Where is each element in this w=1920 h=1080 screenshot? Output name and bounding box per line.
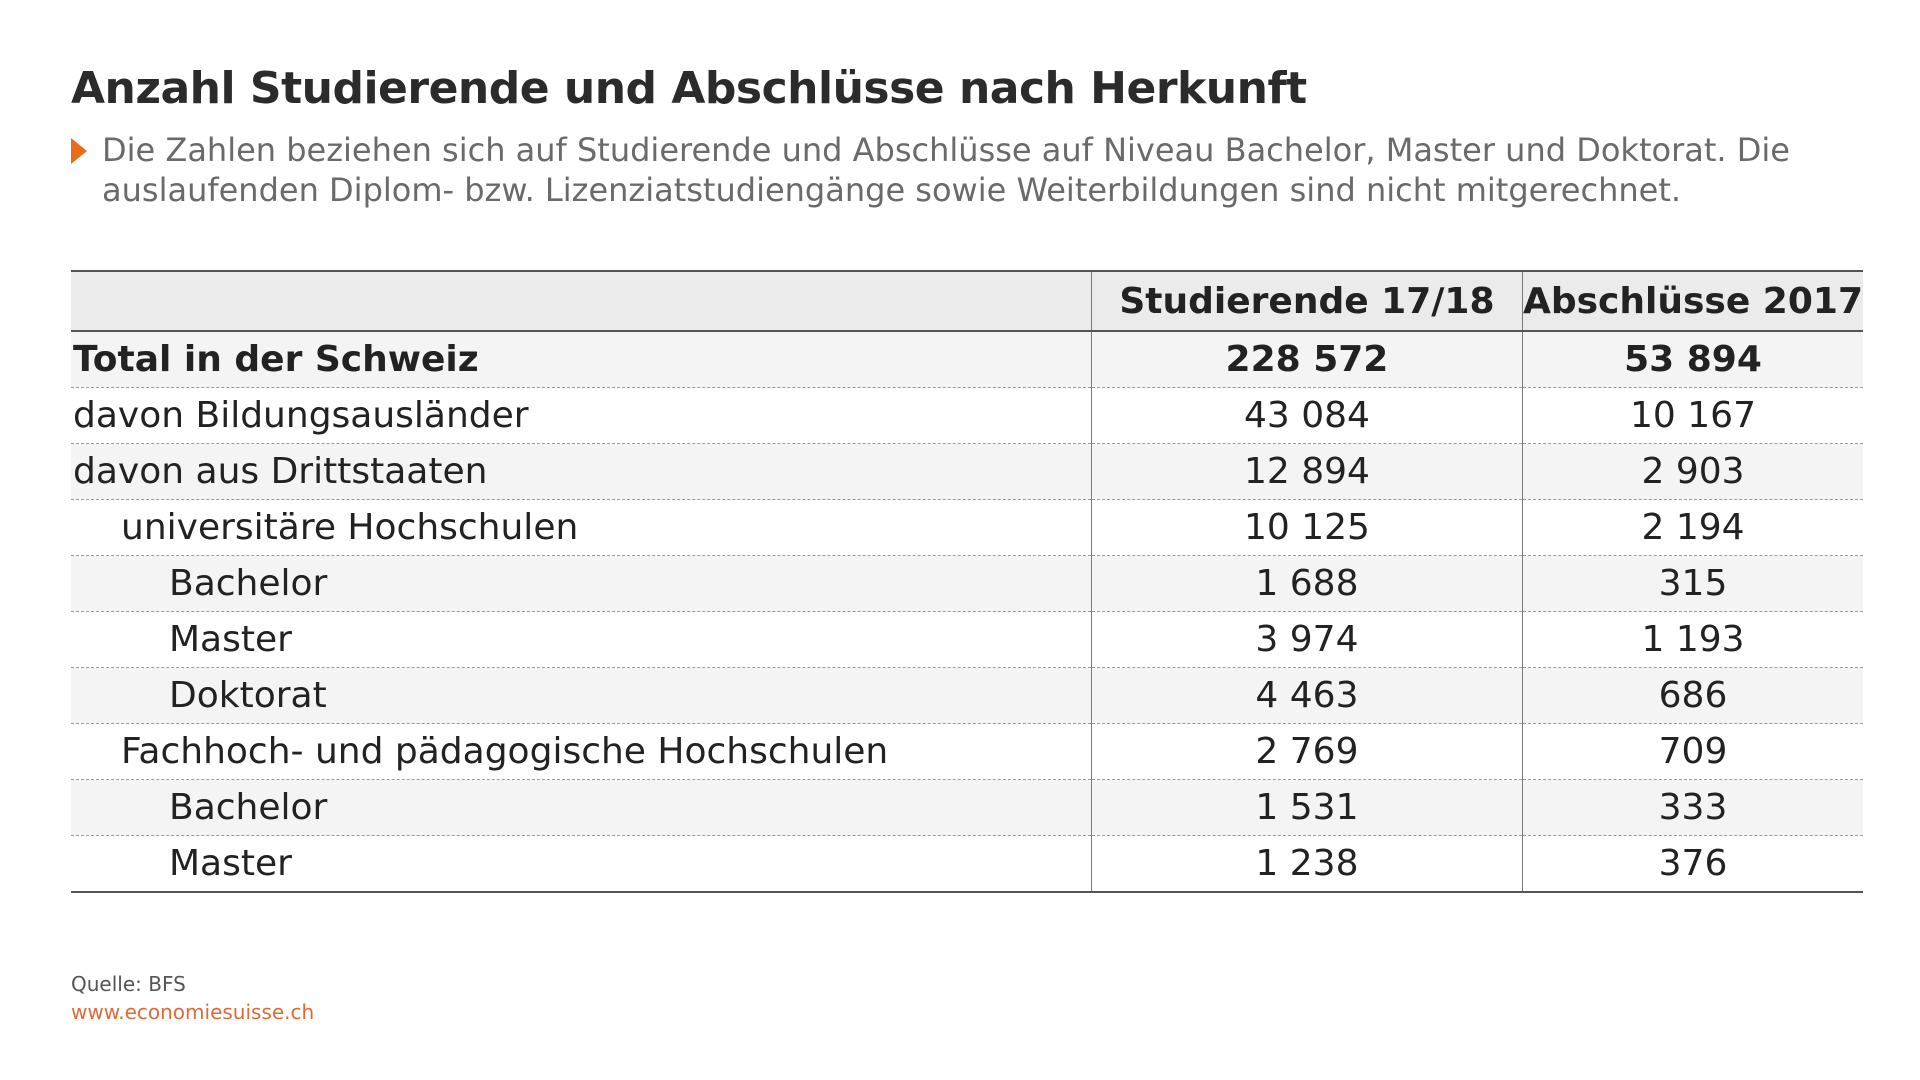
cell-abschluesse: 2 903 xyxy=(1522,443,1863,500)
table-body: Total in der Schweiz 228 572 53 894 davon B… xyxy=(71,331,1863,892)
row-label: davon Bildungsausländer xyxy=(71,387,1092,444)
cell-studierende: 10 125 xyxy=(1090,499,1523,556)
chart-subtitle: Die Zahlen beziehen sich auf Studierende… xyxy=(71,130,1851,210)
cell-abschluesse: 709 xyxy=(1522,723,1863,780)
row-label: Doktorat xyxy=(71,667,1092,724)
table-row: universitäre Hochschulen 10 125 2 194 xyxy=(71,499,1863,556)
cell-studierende: 1 688 xyxy=(1090,555,1523,612)
table-row: Bachelor 1 688 315 xyxy=(71,555,1863,612)
table-header-row: Studierende 17/18 Abschlüsse 2017 xyxy=(71,271,1863,332)
cell-abschluesse: 10 167 xyxy=(1522,387,1863,444)
table-row: davon Bildungsausländer 43 084 10 167 xyxy=(71,387,1863,444)
table-row: Total in der Schweiz 228 572 53 894 xyxy=(71,331,1863,388)
header-label-column xyxy=(71,271,1092,332)
data-table: Studierende 17/18 Abschlüsse 2017 Total … xyxy=(71,270,1863,893)
subtitle-text: Die Zahlen beziehen sich auf Studierende… xyxy=(102,131,1790,209)
source-note: Quelle: BFS xyxy=(71,972,186,996)
row-label: Master xyxy=(71,611,1092,668)
row-label: Bachelor xyxy=(71,779,1092,836)
row-label: universitäre Hochschulen xyxy=(71,499,1092,556)
table-row: Bachelor 1 531 333 xyxy=(71,779,1863,836)
table-row: Master 3 974 1 193 xyxy=(71,611,1863,668)
table-row: Fachhoch- und pädagogische Hochschulen 2 … xyxy=(71,723,1863,780)
cell-abschluesse: 53 894 xyxy=(1522,331,1863,388)
cell-studierende: 3 974 xyxy=(1090,611,1523,668)
triangle-marker-icon xyxy=(71,138,87,164)
row-label: Master xyxy=(169,843,292,884)
cell-studierende: 228 572 xyxy=(1090,331,1523,388)
table-row: davon aus Drittstaaten 12 894 2 903 xyxy=(71,443,1863,500)
cell-abschluesse: 2 194 xyxy=(1522,499,1863,556)
table-row: Master 1 238 376 xyxy=(71,835,1863,892)
row-label: davon aus Drittstaaten xyxy=(71,443,1092,500)
table-row: Doktorat 4 463 686 xyxy=(71,667,1863,724)
chart-title: Anzahl Studierende und Abschlüsse nach H… xyxy=(71,63,1307,114)
row-label: Bachelor xyxy=(71,555,1092,612)
cell-studierende: 43 084 xyxy=(1090,387,1523,444)
row-label: Total in der Schweiz xyxy=(71,331,1092,388)
cell-studierende: 4 463 xyxy=(1090,667,1523,724)
cell-studierende: 1 531 xyxy=(1090,779,1523,836)
cell-studierende: 2 769 xyxy=(1090,723,1523,780)
cell-abschluesse: 315 xyxy=(1522,555,1863,612)
cell-abschluesse: 686 xyxy=(1522,667,1863,724)
cell-studierende: 1 238 xyxy=(1090,835,1523,892)
header-abschluesse: Abschlüsse 2017 xyxy=(1522,271,1863,332)
cell-abschluesse: 1 193 xyxy=(1522,611,1863,668)
row-label: Fachhoch- und pädagogische Hochschulen xyxy=(71,723,1092,780)
cell-abschluesse: 376 xyxy=(1522,835,1863,892)
source-link[interactable]: www.economiesuisse.ch xyxy=(71,1000,315,1024)
cell-studierende: 12 894 xyxy=(1090,443,1523,500)
header-studierende: Studierende 17/18 xyxy=(1090,271,1523,332)
cell-abschluesse: 333 xyxy=(1522,779,1863,836)
